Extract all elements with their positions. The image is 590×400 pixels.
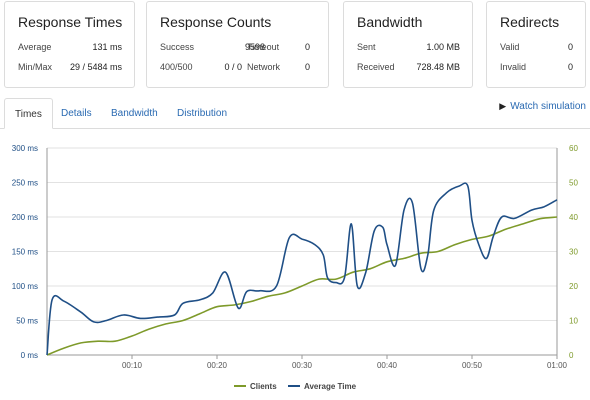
x-tick-label: 00:50 [462,361,483,370]
invalid-label: Invalid [500,62,527,72]
watch-simulation-label: Watch simulation [510,101,586,112]
minmax-value: 29 / 5484 ms [69,62,122,72]
y-left-tick-label: 100 ms [12,282,38,291]
legend-clients-label: Clients [250,382,277,391]
status-label: 400/500 [160,62,193,72]
tab-details[interactable]: Details [61,108,92,119]
success-label: Success [160,42,195,52]
y-right-tick-label: 10 [569,317,578,326]
average-label: Average [18,42,52,52]
redirects-card: Redirects Valid 0 Invalid 0 [486,1,586,88]
x-tick-label: 00:20 [207,361,228,370]
average-time-series-line [46,182,558,356]
tab-bar: Times Details Bandwidth Distribution [0,98,590,129]
redirects-title: Redirects [500,14,560,30]
y-right-tick-label: 30 [569,248,578,257]
average-value: 131 ms [92,42,122,52]
valid-label: Valid [500,42,520,52]
valid-value: 0 [567,42,573,52]
tab-times[interactable]: Times [4,98,53,129]
received-value: 728.48 MB [416,62,460,72]
response-times-card: Response Times Average 131 ms Min/Max 29… [4,1,135,88]
timeout-label: Timeout [247,42,280,52]
minmax-label: Min/Max [18,62,53,72]
chart-grid [47,147,557,356]
y-right-tick-label: 0 [569,351,574,360]
sent-label: Sent [357,42,376,52]
x-tick-label: 00:40 [377,361,398,370]
chart-legend: Clients Average Time [234,382,357,391]
watch-simulation-link[interactable]: ▶ Watch simulation [499,101,586,112]
network-value: 0 [304,62,310,72]
y-left-tick-label: 150 ms [12,248,38,257]
success-value: 9598 [244,42,265,52]
y-left-tick-label: 300 ms [12,144,38,153]
sent-value: 1.00 MB [426,42,460,52]
tab-bandwidth[interactable]: Bandwidth [111,108,158,119]
status-value: 0 / 0 [224,62,242,72]
network-label: Network [247,62,281,72]
x-tick-label: 00:10 [122,361,143,370]
response-counts-title: Response Counts [160,14,272,30]
y-right-tick-label: 40 [569,213,578,222]
bandwidth-title: Bandwidth [357,14,423,30]
x-tick-label: 00:30 [292,361,313,370]
legend-average-time-label: Average Time [304,382,357,391]
chart-axes: 0 ms 0 50 ms 10 100 ms 20 150 ms 30 200 ms 40 250 … [12,144,579,370]
y-right-tick-label: 60 [569,144,578,153]
timeout-value: 0 [304,42,310,52]
bandwidth-card: Bandwidth Sent 1.00 MB Received 728.48 M… [343,1,473,88]
response-counts-card: Response Counts Success 9598 Timeout 0 4… [146,1,329,88]
y-left-tick-label: 250 ms [12,179,38,188]
tab-distribution[interactable]: Distribution [177,108,228,119]
clients-series-line [46,216,558,356]
x-tick-label: 01:00 [547,361,568,370]
play-icon: ▶ [499,101,507,111]
invalid-value: 0 [567,62,573,72]
y-right-tick-label: 50 [569,179,578,188]
y-left-tick-label: 200 ms [12,213,38,222]
y-left-tick-label: 50 ms [16,317,38,326]
response-times-title: Response Times [18,14,123,30]
y-right-tick-label: 20 [569,282,578,291]
response-time-chart: 0 ms 0 50 ms 10 100 ms 20 150 ms 30 200 ms 40 250 … [12,144,579,391]
received-label: Received [357,62,395,72]
y-left-tick-label: 0 ms [21,351,38,360]
